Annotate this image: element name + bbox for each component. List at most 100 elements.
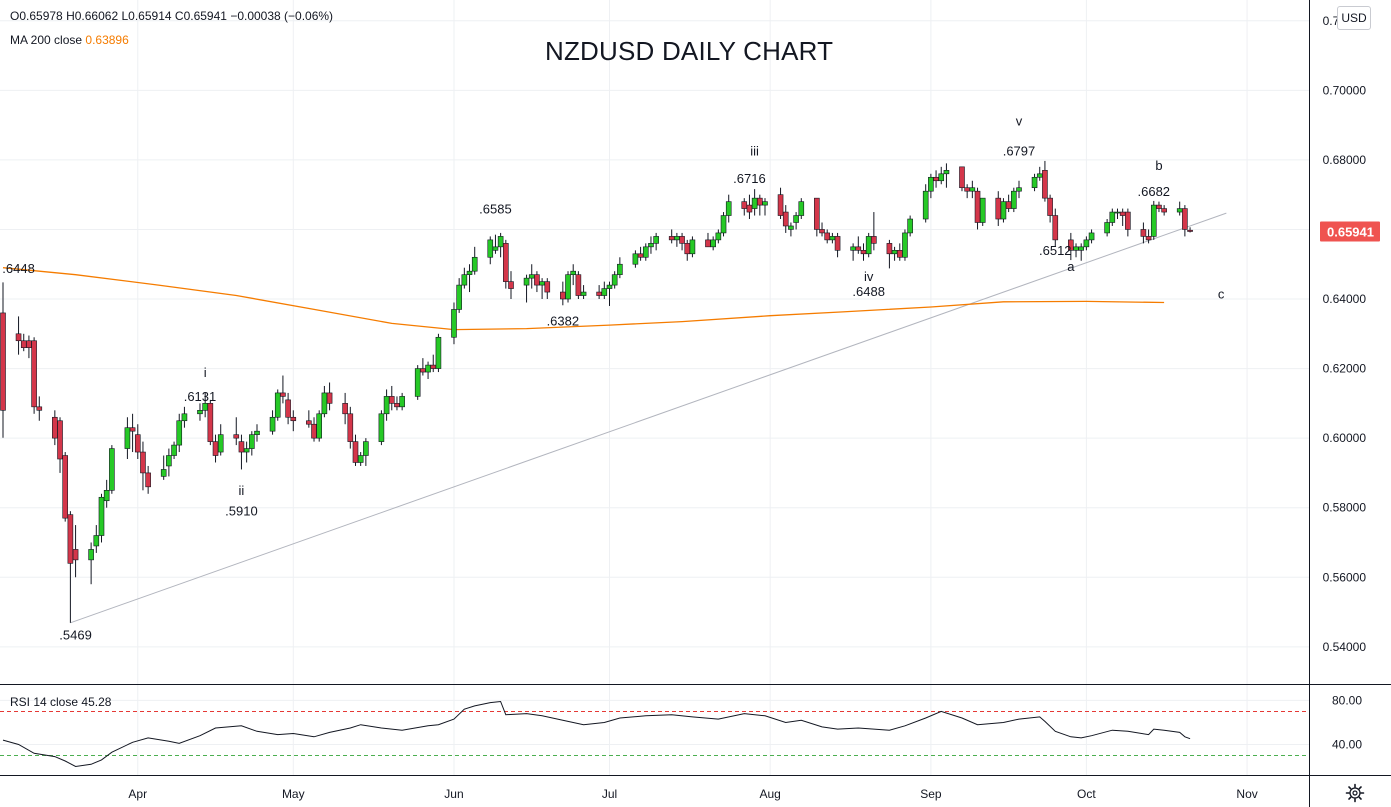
- candle-body-down: [1187, 229, 1193, 232]
- candle-body-down: [420, 368, 426, 373]
- wave-label: .6131: [184, 389, 217, 404]
- wave-label: c: [1218, 287, 1225, 302]
- candle: [321, 385, 328, 418]
- candle-body-up: [674, 236, 680, 241]
- wave-label: ii: [239, 483, 245, 498]
- candle: [575, 271, 582, 300]
- candle-body-up: [725, 201, 732, 216]
- candle-body-up: [363, 441, 369, 456]
- candle-body-down: [62, 455, 69, 519]
- candle: [134, 424, 141, 460]
- price-tick-label: 0.62000: [1323, 362, 1367, 376]
- candle-body-down: [741, 201, 748, 209]
- candle: [1119, 208, 1126, 226]
- candle-body-up: [606, 284, 613, 289]
- candle: [637, 246, 644, 261]
- candle: [1109, 208, 1116, 226]
- candle-body-down: [233, 434, 240, 439]
- rsi-tick-label: 80.00: [1332, 693, 1362, 707]
- candle-body-down: [855, 246, 862, 251]
- candle-body-up: [1031, 176, 1038, 189]
- high-label: H: [66, 9, 75, 23]
- candle: [471, 246, 478, 275]
- time-tick-label: Jul: [602, 787, 617, 801]
- candle: [834, 232, 841, 258]
- candle-body-down: [933, 176, 939, 182]
- candle: [430, 354, 437, 373]
- candle: [710, 236, 716, 251]
- candle-body-down: [896, 250, 903, 258]
- candle-body-up: [492, 246, 499, 251]
- candle-body-down: [394, 403, 400, 408]
- candle: [36, 396, 43, 421]
- candle: [31, 337, 37, 414]
- candle-body-down: [824, 232, 831, 241]
- candle: [674, 232, 680, 247]
- gear-icon[interactable]: [1344, 782, 1366, 804]
- candle: [383, 389, 390, 421]
- candle-body-up: [1011, 190, 1017, 209]
- candle-body-up: [1114, 211, 1121, 214]
- candle: [57, 417, 63, 473]
- candle: [928, 173, 934, 199]
- candle: [280, 375, 286, 404]
- currency-button[interactable]: USD: [1337, 6, 1371, 30]
- candle: [865, 232, 872, 258]
- ma-legend[interactable]: MA 200 close 0.63896: [10, 33, 129, 47]
- candle-body-up: [466, 270, 473, 275]
- candle-body-up: [1000, 201, 1007, 220]
- candle-body-up: [1150, 204, 1157, 237]
- ohlc-legend: O0.65978 H0.66062 L0.65914 C0.65941 −0.0…: [10, 9, 333, 23]
- candle: [103, 479, 110, 508]
- candle-body-up: [1104, 222, 1110, 234]
- candle: [886, 239, 893, 269]
- candle: [207, 399, 214, 446]
- candle-body-up: [689, 239, 696, 255]
- candle: [461, 267, 468, 289]
- candle-body-up: [1036, 173, 1043, 178]
- candle-body-up: [1176, 208, 1183, 213]
- rsi-line: [2, 700, 1191, 768]
- candle-body-down: [238, 441, 245, 453]
- candle: [933, 170, 939, 188]
- candle-body-up: [969, 187, 976, 192]
- candle: [363, 438, 369, 466]
- candle: [487, 236, 494, 265]
- candle-body-down: [280, 392, 286, 397]
- candle: [782, 205, 789, 233]
- candle-body-down: [964, 187, 970, 192]
- wave-label: .6382: [547, 313, 580, 328]
- candle-body-down: [1125, 211, 1131, 230]
- candle-body-down: [1156, 204, 1162, 209]
- candle: [896, 243, 903, 261]
- candle: [1036, 166, 1043, 181]
- candle-body-up: [943, 170, 950, 175]
- candle-body-up: [1078, 246, 1085, 251]
- candle-body-down: [959, 166, 965, 189]
- candle: [1011, 187, 1017, 213]
- time-tick-label: Oct: [1077, 787, 1096, 801]
- candle-body-down: [207, 403, 214, 442]
- candle-body-down: [285, 399, 291, 418]
- candle-body-down: [57, 420, 63, 460]
- candle-body-up: [321, 392, 328, 415]
- rsi-tick-label: 40.00: [1332, 737, 1362, 751]
- ma-value: 0.63896: [85, 33, 129, 47]
- rsi-legend[interactable]: RSI 14 close 45.28: [10, 695, 111, 709]
- candle: [632, 250, 639, 268]
- candle-body-down: [974, 190, 981, 223]
- candle-body-down: [777, 194, 784, 216]
- price-tick-label: 0.60000: [1323, 431, 1367, 445]
- candle: [181, 406, 188, 428]
- time-tick-label: May: [282, 787, 305, 801]
- grid: [0, 0, 1309, 775]
- candle: [238, 434, 245, 470]
- candle: [891, 246, 898, 261]
- candle-body-down: [886, 243, 893, 255]
- candle: [1031, 173, 1038, 192]
- candle: [176, 413, 183, 453]
- candle: [684, 239, 691, 261]
- trendline-layer: [70, 212, 1227, 624]
- time-tick-label: Nov: [1236, 787, 1257, 801]
- candle-body-up: [539, 281, 545, 286]
